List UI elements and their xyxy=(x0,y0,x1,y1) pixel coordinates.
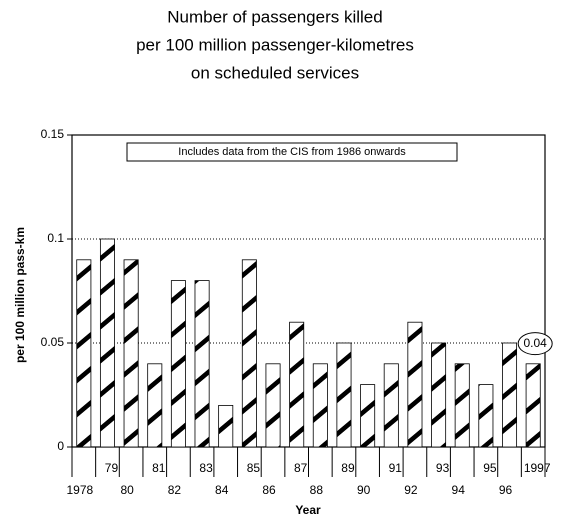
x-tick-label: 1978 xyxy=(66,483,93,497)
x-tick-label: 82 xyxy=(168,483,182,497)
bar xyxy=(502,342,518,448)
bar xyxy=(218,404,234,448)
bar xyxy=(241,259,257,448)
bar xyxy=(407,321,423,448)
x-tick-label: 89 xyxy=(341,461,355,475)
x-tick-label: 95 xyxy=(483,461,497,475)
bar xyxy=(289,321,305,448)
y-tick-label: 0 xyxy=(57,439,64,453)
bar xyxy=(170,280,186,448)
bar xyxy=(383,363,399,448)
plot-frame xyxy=(71,134,546,448)
x-tick-label: 85 xyxy=(247,461,261,475)
annotation: Includes data from the CIS from 1986 onw… xyxy=(178,146,406,158)
bar xyxy=(194,280,210,448)
bar xyxy=(147,363,163,448)
x-tick-label: 91 xyxy=(389,461,403,475)
annotation-box xyxy=(126,142,458,162)
x-axis-label: Year xyxy=(295,503,321,517)
chart-title: per 100 million passenger-kilometres xyxy=(136,35,414,54)
bar xyxy=(336,342,352,448)
x-tick-label: 87 xyxy=(294,461,308,475)
bar xyxy=(431,342,447,448)
bar xyxy=(454,363,470,448)
y-tick-label: 0.15 xyxy=(41,127,65,141)
x-tick-label: 1997 xyxy=(524,461,551,475)
chart-title: on scheduled services xyxy=(191,63,359,82)
bar xyxy=(123,259,139,448)
bar xyxy=(478,384,494,448)
chart-title: Number of passengers killed xyxy=(167,7,382,26)
bar xyxy=(76,259,92,448)
x-tick-label: 84 xyxy=(215,483,229,497)
bar xyxy=(525,363,541,448)
x-tick-label: 94 xyxy=(452,483,466,497)
bar xyxy=(312,363,328,448)
x-tick-label: 96 xyxy=(499,483,513,497)
x-tick-label: 83 xyxy=(199,461,213,475)
x-tick-label: 88 xyxy=(310,483,324,497)
x-tick-label: 80 xyxy=(120,483,134,497)
x-tick-label: 79 xyxy=(105,461,119,475)
bar xyxy=(360,384,376,448)
y-axis-label: per 100 million pass-km xyxy=(13,227,27,363)
y-tick-label: 0.05 xyxy=(41,335,65,349)
x-tick-label: 93 xyxy=(436,461,450,475)
x-tick-label: 81 xyxy=(152,461,166,475)
callout: 0.04 xyxy=(523,336,547,350)
x-tick-label: 86 xyxy=(262,483,276,497)
x-tick-label: 92 xyxy=(404,483,418,497)
y-tick-label: 0.1 xyxy=(47,231,64,245)
callout-circle xyxy=(517,332,553,356)
bar xyxy=(265,363,281,448)
x-tick-label: 90 xyxy=(357,483,371,497)
bar xyxy=(99,238,115,448)
